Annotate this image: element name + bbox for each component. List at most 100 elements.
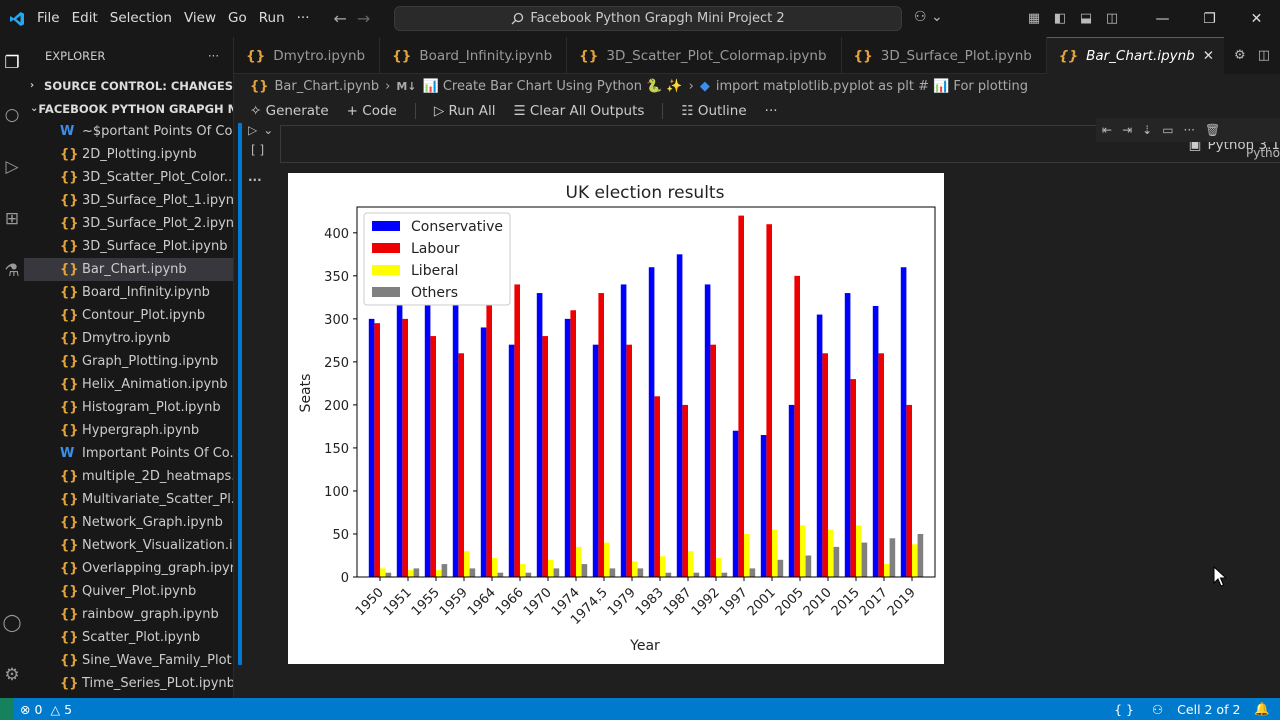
remote-indicator[interactable] (0, 698, 14, 720)
file-item[interactable]: {} rainbow_graph.ipynb (24, 603, 233, 626)
split-cell-icon[interactable]: ⇣ (1142, 123, 1153, 137)
code-cell-editor[interactable] (280, 125, 1280, 163)
file-item[interactable]: {} 3D_Surface_Plot.ipynb (24, 235, 233, 258)
settings-gear-icon[interactable]: ⚙ (1234, 48, 1246, 63)
extensions-icon[interactable]: ⊞ (4, 209, 20, 229)
file-item[interactable]: {} Quiver_Plot.ipynb (24, 580, 233, 603)
output-more-icon[interactable]: ··· (248, 173, 262, 187)
toggle-panel-icon[interactable]: ⬓ (1079, 11, 1093, 26)
file-item[interactable]: {} Multivariate_Scatter_Pl... (24, 488, 233, 511)
notebook-icon: {} (250, 78, 269, 94)
menu-item[interactable]: Run (258, 10, 285, 26)
execute-below-icon[interactable]: ⇥ (1122, 123, 1133, 137)
notifications-icon[interactable]: 🔔 (1254, 701, 1270, 716)
split-editor-icon[interactable]: ◫ (1257, 48, 1270, 63)
run-cell-button[interactable]: ▷ ⌄ (248, 123, 273, 137)
file-item[interactable]: {} Graph_Plotting.ipynb (24, 350, 233, 373)
copilot-status-icon[interactable]: ⚇ (1151, 701, 1164, 717)
collapse-icon[interactable]: ▭ (1162, 123, 1174, 137)
bar-others (833, 546, 840, 577)
run-debug-icon[interactable]: ▷ (5, 157, 19, 177)
breadcrumb-file[interactable]: Bar_Chart.ipynb (274, 78, 380, 94)
problems-indicator[interactable]: ⊗ 0 △ 5 (20, 702, 72, 717)
execute-above-icon[interactable]: ⇤ (1102, 123, 1113, 137)
cell-position[interactable]: Cell 2 of 2 (1177, 701, 1241, 717)
file-item[interactable]: {} 3D_Surface_Plot_2.ipynb (24, 212, 233, 235)
editor-tab[interactable]: {} Bar_Chart.ipynb ✕ (1046, 37, 1230, 74)
file-item[interactable]: {} Network_Visualization.i... (24, 534, 233, 557)
cell-more-icon[interactable]: ··· (1183, 123, 1195, 137)
search-view-icon[interactable]: ○ (4, 105, 20, 125)
menu-item[interactable]: View (183, 10, 217, 26)
close-tab-icon[interactable]: ✕ (1202, 48, 1215, 64)
explorer-icon[interactable]: ❐ (4, 53, 20, 73)
file-item[interactable]: {} Dmytro.ipynb (24, 327, 233, 350)
explorer-more-icon[interactable]: ··· (208, 48, 219, 63)
menu-item[interactable]: Edit (71, 10, 98, 26)
editor-tab[interactable]: {} 3D_Scatter_Plot_Colormap.ipynb (567, 37, 842, 74)
chevron-down-icon: ⌄ (30, 103, 39, 114)
legend-swatch (372, 265, 400, 275)
plus-icon: + (346, 102, 363, 119)
file-name: Contour_Plot.ipynb (82, 308, 206, 323)
back-arrow-icon[interactable]: ← (333, 9, 347, 28)
command-center-search[interactable]: Facebook Python Grapgh Mini Project 2 (394, 6, 902, 31)
menu-item[interactable]: Go (228, 10, 247, 26)
breadcrumb-cell[interactable]: 📊 Create Bar Chart Using Python 🐍 ✨ (422, 78, 683, 94)
file-item[interactable]: {} multiple_2D_heatmaps.... (24, 465, 233, 488)
braces-indicator[interactable]: { } (1114, 701, 1134, 717)
menu-item[interactable]: Selection (109, 10, 172, 26)
file-item[interactable]: {} Bar_Chart.ipynb (24, 258, 233, 281)
file-item[interactable]: {} 2D_Plotting.ipynb (24, 143, 233, 166)
copilot-icon[interactable]: ⚇ ⌄ (914, 9, 943, 25)
file-item[interactable]: {} Overlapping_graph.ipynb (24, 557, 233, 580)
settings-gear-icon[interactable]: ⚙ (4, 665, 20, 685)
minimize-button[interactable]: — (1155, 10, 1170, 27)
file-name: Dmytro.ipynb (82, 331, 171, 346)
editor-tab[interactable]: {} 3D_Surface_Plot.ipynb (842, 37, 1047, 74)
file-item[interactable]: {} Board_Infinity.ipynb (24, 281, 233, 304)
toggle-secondary-sidebar-icon[interactable]: ◫ (1105, 11, 1119, 26)
file-item[interactable]: {} Sine_Wave_Family_Plot.... (24, 649, 233, 672)
source-control-section[interactable]: › SOURCE CONTROL: CHANGES (24, 74, 233, 97)
run-all-button[interactable]: ▷ Run All (434, 103, 496, 119)
file-item[interactable]: {} Network_Graph.ipynb (24, 511, 233, 534)
menu-item[interactable]: File (37, 10, 60, 26)
file-item[interactable]: W Important Points Of Co... (24, 442, 233, 465)
layout-customize-icon[interactable]: ▦ (1027, 11, 1041, 26)
outline-button[interactable]: ☷ Outline (681, 103, 746, 119)
file-item[interactable]: {} Hypergraph.ipynb (24, 419, 233, 442)
testing-icon[interactable]: ⚗ (4, 261, 20, 281)
close-window-button[interactable]: ✕ (1250, 10, 1263, 27)
file-item[interactable]: {} Scatter_Plot.ipynb (24, 626, 233, 649)
file-item[interactable]: {} Contour_Plot.ipynb (24, 304, 233, 327)
file-item[interactable]: {} 3D_Scatter_Plot_Color... (24, 166, 233, 189)
file-item[interactable]: {} Helix_Animation.ipynb (24, 373, 233, 396)
y-tick-label: 200 (324, 399, 349, 414)
x-tick-label: 1997 (717, 585, 751, 619)
forward-arrow-icon[interactable]: → (356, 9, 371, 28)
generate-button[interactable]: ✧ Generate (250, 103, 329, 119)
delete-cell-icon[interactable]: 🗑 (1204, 123, 1221, 137)
legend-swatch (372, 243, 400, 253)
add-code-button[interactable]: + Code (347, 103, 397, 119)
account-icon[interactable]: ◯ (2, 613, 22, 633)
file-item[interactable]: {} Histogram_Plot.ipynb (24, 396, 233, 419)
file-item[interactable]: W ~$portant Points Of Co... (24, 120, 233, 143)
menu-item[interactable]: ··· (296, 10, 310, 26)
file-item[interactable]: {} Time_Series_PLot.ipynb (24, 672, 233, 695)
folder-section[interactable]: ⌄ FACEBOOK PYTHON GRAPGH MI... (24, 97, 233, 120)
toggle-sidebar-icon[interactable]: ◧ (1053, 11, 1067, 26)
bar-others (777, 559, 784, 577)
breadcrumb-code[interactable]: import matplotlib.pyplot as plt # 📊 For … (715, 78, 1028, 94)
tab-label: Dmytro.ipynb (273, 47, 366, 64)
bar-labour (570, 310, 576, 577)
editor-tab[interactable]: {} Board_Infinity.ipynb (380, 37, 568, 74)
clear-outputs-button[interactable]: ☰ Clear All Outputs (513, 103, 644, 119)
restore-button[interactable]: ❐ (1203, 10, 1216, 27)
toolbar-more-icon[interactable]: ··· (764, 102, 778, 119)
file-item[interactable]: {} 3D_Surface_Plot_1.ipynb (24, 189, 233, 212)
editor-tab[interactable]: {} Dmytro.ipynb (234, 37, 381, 74)
bar-others (917, 533, 924, 577)
section-label: SOURCE CONTROL: CHANGES (44, 78, 233, 93)
